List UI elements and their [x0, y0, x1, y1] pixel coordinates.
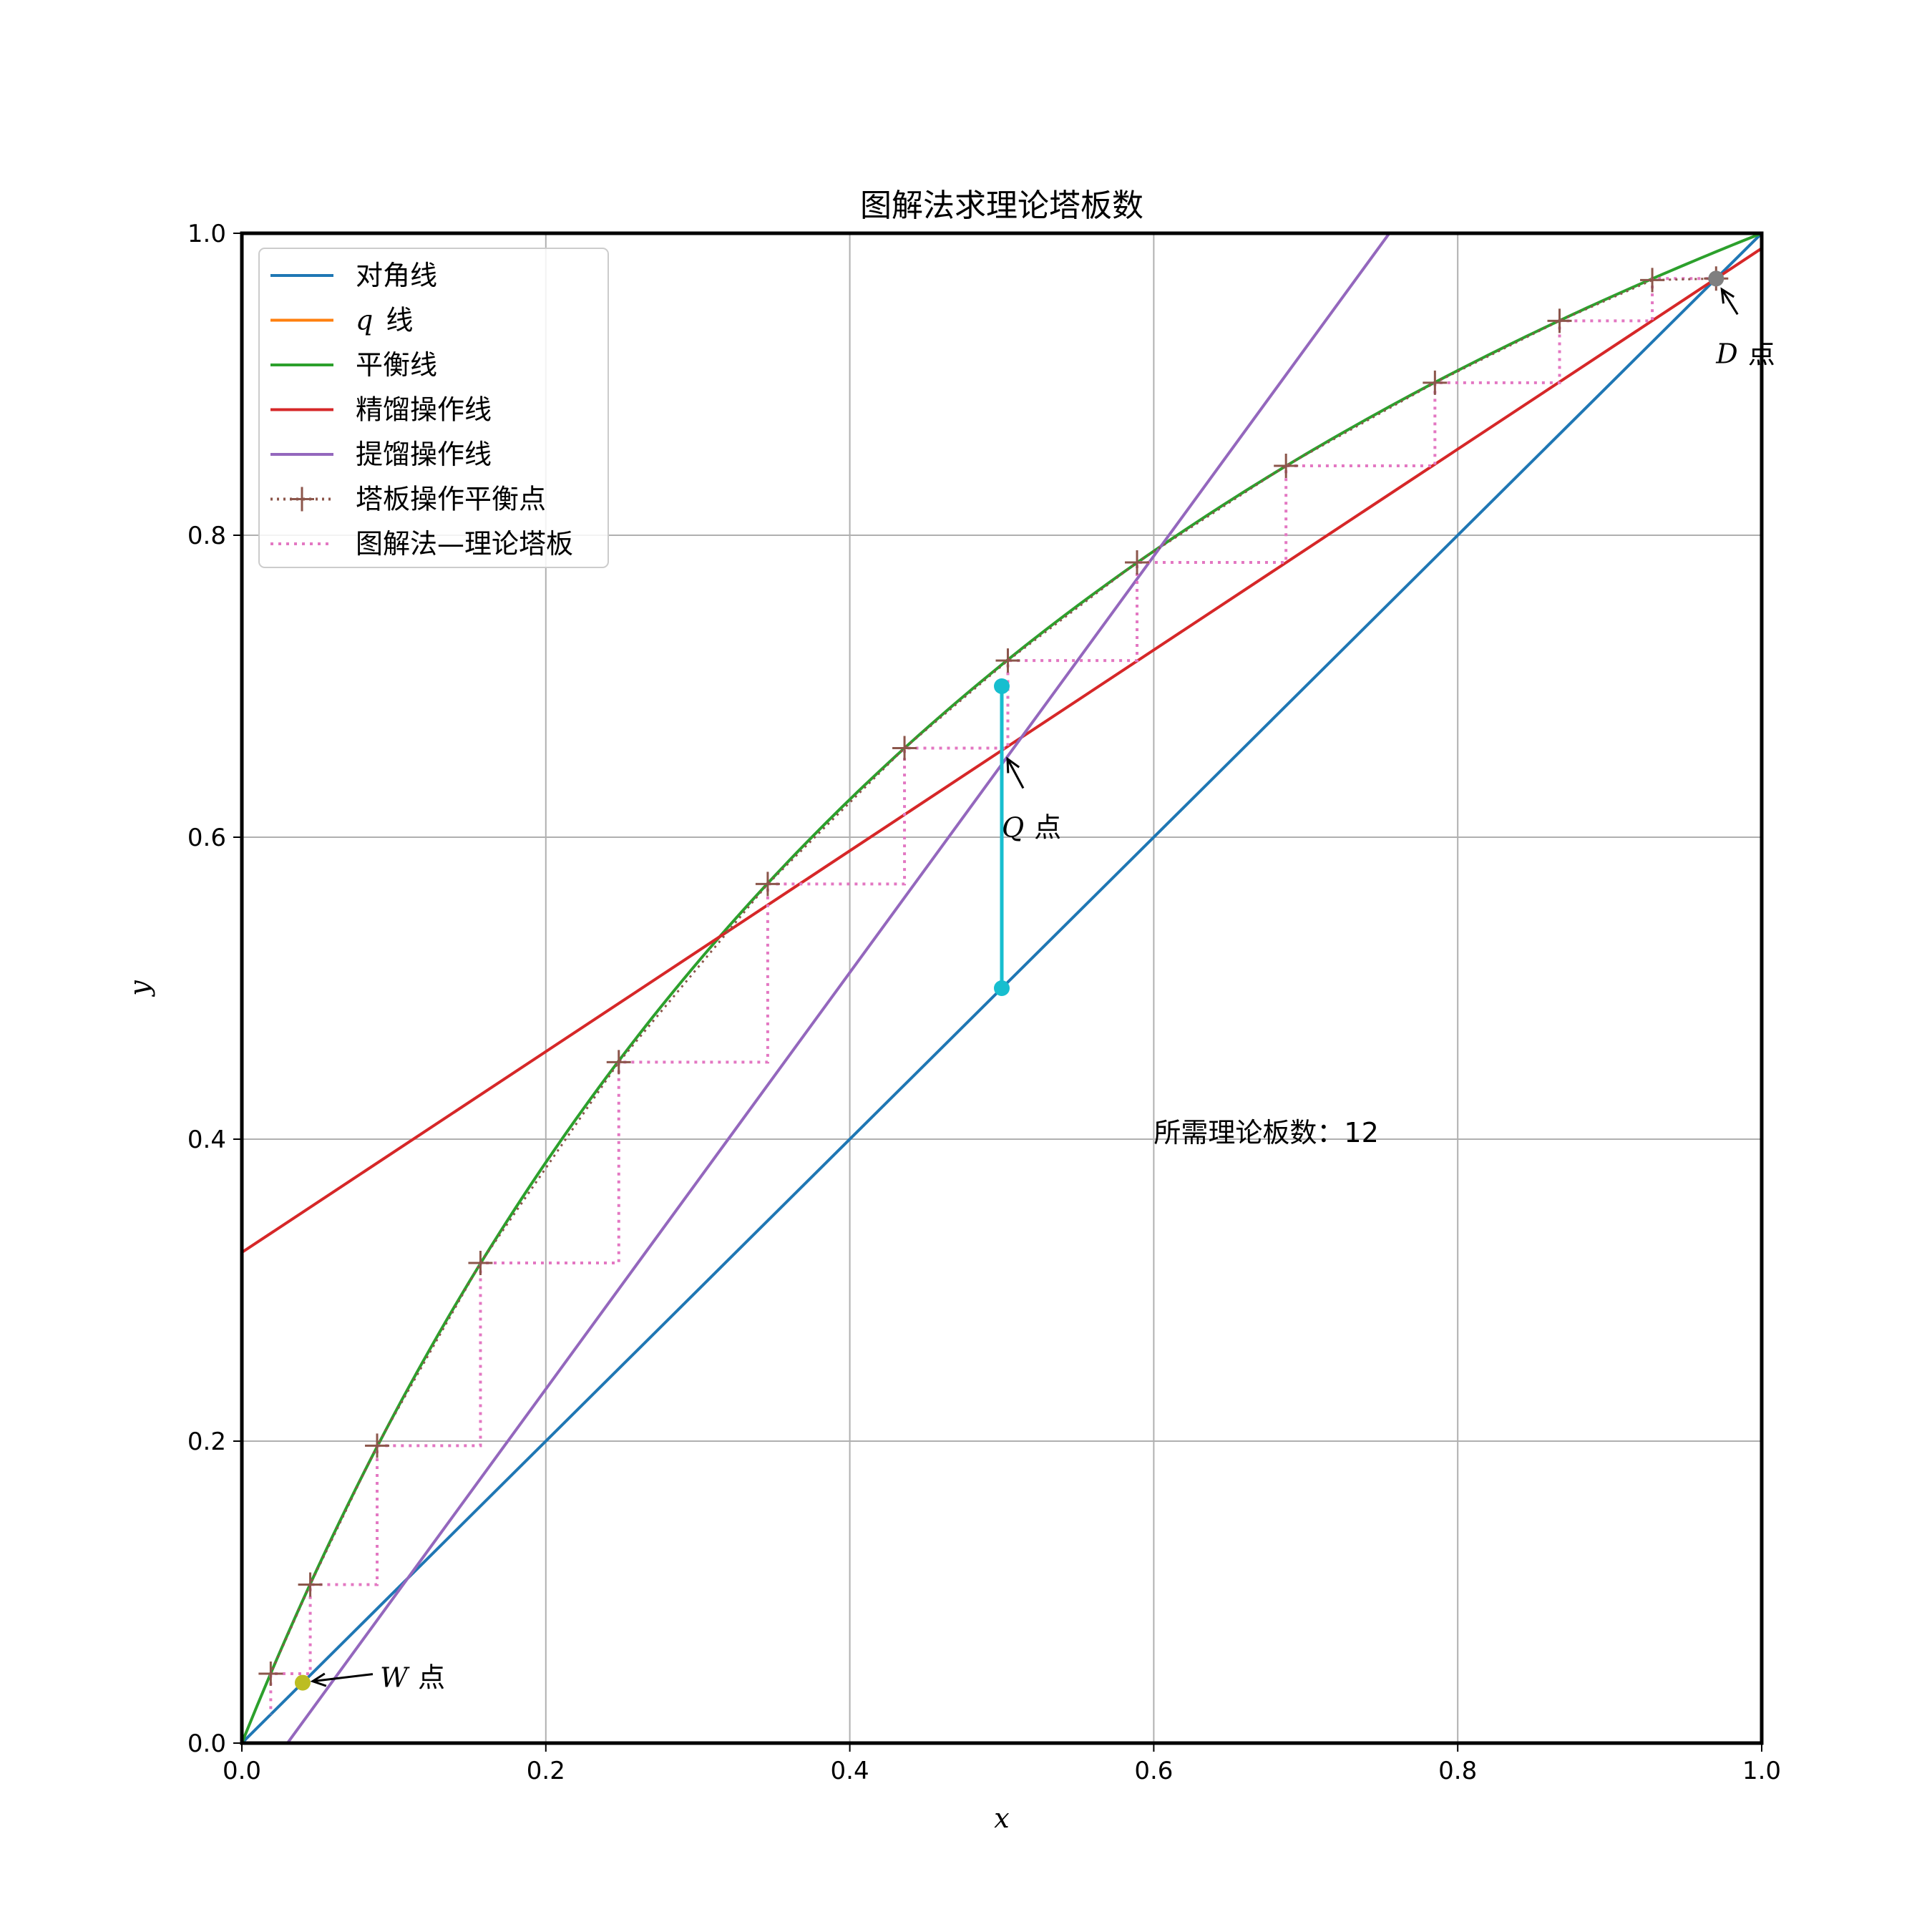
legend-label: 精馏操作线: [356, 394, 492, 426]
legend-item: 提馏操作线: [270, 439, 492, 470]
point-suffix: 点: [418, 1662, 445, 1694]
stage-point: [755, 872, 780, 897]
arrow-head: [1006, 756, 1020, 774]
y-tick-label: 0.0: [187, 1729, 226, 1758]
stage-point: [1125, 550, 1150, 575]
staircase-line: [269, 277, 1717, 1714]
stage-points-line: [269, 277, 1717, 1674]
q-endpoint: [994, 980, 1010, 996]
legend-marker: [290, 487, 314, 512]
arrow-line: [1721, 288, 1739, 316]
y-axis-label: y: [124, 980, 155, 997]
d-point: [1708, 270, 1724, 287]
stage-point: [1640, 268, 1665, 293]
x-tick-label: 0.0: [223, 1757, 261, 1785]
point-suffix: 点: [1748, 338, 1775, 369]
legend-item: 图解法—理论塔板: [270, 528, 573, 560]
legend-label: 提馏操作线: [356, 439, 492, 470]
stripping-line: [286, 233, 1391, 1743]
arrow-line: [1006, 758, 1025, 789]
x-tick-label: 0.6: [1134, 1757, 1173, 1785]
stage-point: [365, 1433, 390, 1458]
stage-point: [995, 648, 1020, 673]
stage-point: [892, 736, 917, 761]
stage-point: [1274, 453, 1299, 478]
stage-point: [468, 1251, 493, 1276]
y-tick-label: 1.0: [187, 220, 226, 248]
legend-label: 平衡线: [356, 349, 437, 381]
x-tick-label: 0.2: [527, 1757, 565, 1785]
chart-title: 图解法求理论塔板数: [860, 187, 1143, 224]
x-tick-label: 0.8: [1438, 1757, 1477, 1785]
stage-point: [258, 1661, 283, 1686]
y-tick-label: 0.2: [187, 1428, 226, 1456]
legend-label: 图解法—理论塔板: [356, 528, 573, 560]
arrow-head: [310, 1672, 327, 1687]
stage-point: [1423, 370, 1448, 395]
arrow-head: [1720, 287, 1735, 304]
legend-item: 塔板操作平衡点: [270, 484, 546, 515]
w-point: [294, 1674, 311, 1691]
plot-frame: [240, 231, 1764, 1745]
x-tick-label: 1.0: [1742, 1757, 1781, 1785]
point-name: Q: [1002, 812, 1024, 844]
stage-point: [1547, 308, 1572, 333]
point-name: W: [380, 1662, 410, 1694]
legend-label: 对角线: [356, 260, 437, 291]
y-tick-label: 0.6: [187, 824, 226, 852]
x-axis-label: x: [994, 1802, 1009, 1834]
legend-item: 对角线: [270, 260, 437, 291]
legend-label-italic: q: [356, 305, 373, 336]
stage-point: [298, 1572, 323, 1597]
y-tick-label: 0.4: [187, 1126, 226, 1154]
ticks: 0.0 0.2 0.4 0.6 0.8 1.0 0.0 0.2 0.4 0.6 0.8 1.0: [187, 220, 1781, 1785]
legend-item: 精馏操作线: [270, 394, 492, 426]
legend-label-text: 线: [386, 305, 413, 336]
marker-layer: [258, 266, 1729, 1691]
plates-count-annotation: 所需理论板数：12: [1153, 1117, 1378, 1148]
point-name: D: [1715, 338, 1737, 369]
stage-point: [606, 1050, 631, 1075]
arrow-line: [312, 1673, 374, 1683]
legend-box: [258, 248, 609, 568]
q-endpoint: [994, 678, 1010, 694]
legend-item: 平衡线: [270, 349, 437, 381]
x-tick-label: 0.4: [831, 1757, 869, 1785]
legend-label: 塔板操作平衡点: [356, 484, 546, 515]
point-suffix: 点: [1034, 812, 1061, 844]
y-tick-label: 0.8: [187, 522, 226, 550]
